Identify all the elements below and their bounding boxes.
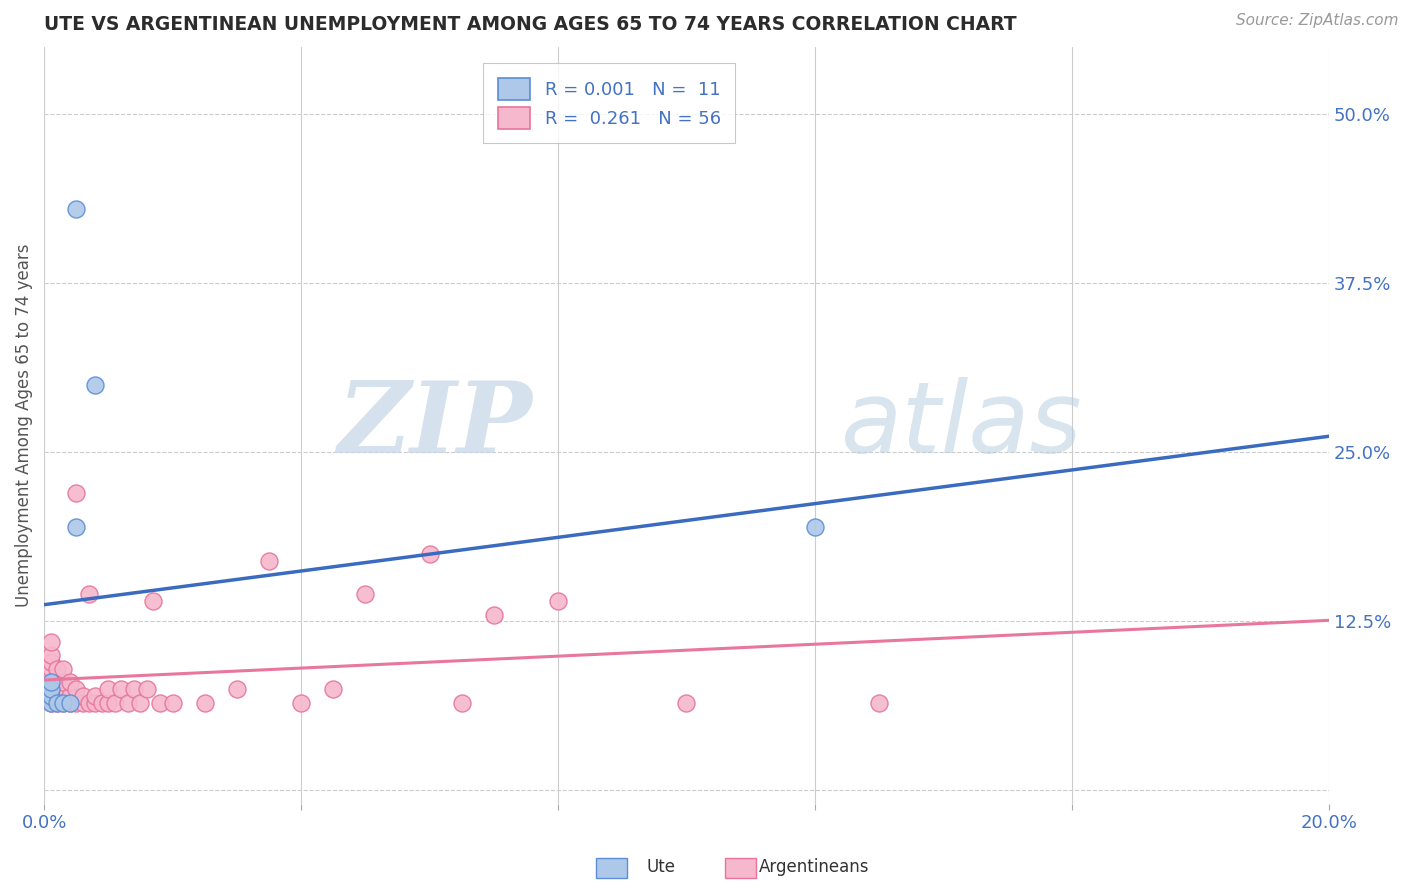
Point (65, 486, 87, 500)
Point (84, 689, 107, 703)
Point (46, 662, 69, 676)
Point (72, 696, 94, 710)
Point (46, 668, 69, 682)
Point (52, 696, 75, 710)
Text: Ute: Ute (647, 858, 676, 876)
Point (59, 696, 82, 710)
Point (418, 547, 440, 561)
Point (122, 681, 145, 696)
Point (46, 696, 69, 710)
Point (39, 696, 62, 710)
Point (46, 681, 69, 696)
Point (46, 696, 69, 710)
Point (77, 587, 100, 601)
Point (65, 696, 87, 710)
Point (104, 696, 127, 710)
Point (142, 594, 165, 608)
Point (52, 675, 75, 690)
Point (149, 696, 172, 710)
Point (84, 696, 107, 710)
Point (322, 681, 344, 696)
Point (868, 696, 890, 710)
Point (290, 696, 312, 710)
Point (39, 655, 62, 669)
Point (39, 691, 62, 706)
Point (39, 696, 62, 710)
Y-axis label: Unemployment Among Ages 65 to 74 years: Unemployment Among Ages 65 to 74 years (15, 244, 32, 607)
Text: ZIP: ZIP (337, 377, 533, 474)
Point (39, 689, 62, 703)
Point (450, 696, 472, 710)
Text: atlas: atlas (841, 376, 1083, 474)
Point (547, 594, 569, 608)
Point (52, 662, 75, 676)
Point (482, 607, 505, 622)
Point (52, 689, 75, 703)
Point (129, 696, 152, 710)
Point (39, 648, 62, 663)
Point (72, 689, 94, 703)
Point (225, 681, 247, 696)
Text: UTE VS ARGENTINEAN UNEMPLOYMENT AMONG AGES 65 TO 74 YEARS CORRELATION CHART: UTE VS ARGENTINEAN UNEMPLOYMENT AMONG AG… (44, 15, 1017, 34)
Point (46, 675, 69, 690)
Point (39, 668, 62, 682)
Point (39, 662, 62, 676)
Point (84, 377, 107, 392)
Point (194, 696, 217, 710)
Point (117, 696, 139, 710)
Point (65, 520, 87, 534)
Point (39, 681, 62, 696)
Point (39, 675, 62, 690)
Point (59, 689, 82, 703)
Point (65, 681, 87, 696)
Point (39, 634, 62, 648)
Point (162, 696, 184, 710)
Point (675, 696, 697, 710)
Point (257, 553, 280, 567)
Legend: R = 0.001   N =  11, R =  0.261   N = 56: R = 0.001 N = 11, R = 0.261 N = 56 (484, 63, 735, 144)
Point (354, 587, 377, 601)
Point (39, 681, 62, 696)
Point (65, 202, 87, 216)
Point (52, 696, 75, 710)
Point (39, 675, 62, 690)
Point (59, 696, 82, 710)
Point (110, 681, 132, 696)
Text: Argentineans: Argentineans (759, 858, 870, 876)
Point (77, 696, 100, 710)
Point (97, 696, 120, 710)
Point (46, 689, 69, 703)
Point (135, 681, 157, 696)
Point (59, 675, 82, 690)
Point (804, 520, 827, 534)
Point (90, 696, 112, 710)
Text: Source: ZipAtlas.com: Source: ZipAtlas.com (1236, 13, 1399, 29)
Point (97, 681, 120, 696)
Point (39, 689, 62, 703)
